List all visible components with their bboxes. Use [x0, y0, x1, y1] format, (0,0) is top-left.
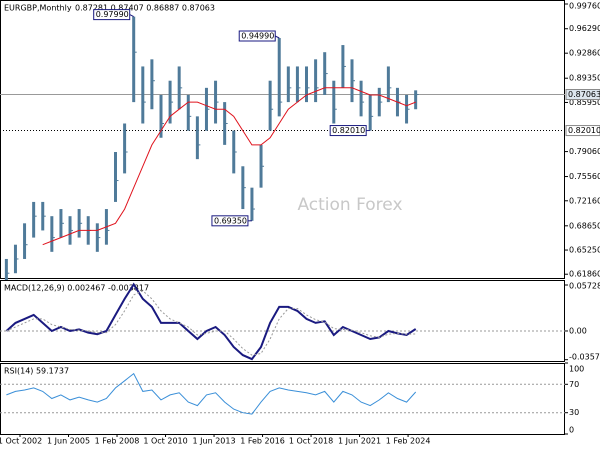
x-tick-label: 1 Oct 2010 [143, 437, 187, 446]
y-tick-label: 0.96290 [569, 24, 600, 33]
x-tick-label: 1 Jun 2005 [47, 437, 90, 446]
y-tick-label: 0.68650 [569, 221, 600, 230]
price-label: 0.87063 [568, 90, 600, 99]
y-tick-label: 0.92860 [569, 49, 600, 58]
y-tick-label: 0.65250 [569, 246, 600, 255]
y-tick-label: 0.05728 [569, 282, 600, 291]
annotation-box [211, 215, 249, 227]
watermark: Action Forex [297, 195, 402, 215]
y-tick-label: 0.72160 [569, 196, 600, 205]
y-tick-label: 0.99760 [569, 2, 600, 11]
annotation-box [238, 30, 276, 42]
y-tick-label: 0.85950 [569, 98, 600, 107]
x-tick-label: 1 Feb 2024 [386, 437, 431, 446]
panel-frame [0, 363, 565, 435]
line [6, 290, 416, 356]
annotation-leader [129, 14, 134, 18]
y-tick-label: 0.79060 [569, 147, 600, 156]
annotation-box [93, 9, 131, 21]
price-label: 0.82010 [568, 126, 600, 135]
x-tick-label: 1 Oct 2018 [289, 437, 333, 446]
quote: 0.87281 0.87407 0.86887 0.87063 [75, 4, 215, 13]
annotation-label: 0.97990 [96, 10, 129, 19]
y-tick-label: 0 [569, 426, 574, 435]
price-label-box [565, 125, 600, 137]
annotation-box [329, 125, 367, 137]
panel-title: MACD(12,26,9) 0.002467 -0.003817 [4, 284, 149, 293]
annotation-label: 0.94990 [241, 32, 274, 41]
panel-frame [0, 280, 565, 362]
x-tick-label: 1 Feb 2016 [240, 437, 285, 446]
annotation-label: 0.69350 [214, 216, 247, 225]
y-tick-label: 0.61860 [569, 270, 600, 279]
line [6, 372, 417, 415]
x-tick-label: 1 Jun 2021 [338, 437, 381, 446]
y-tick-label: 0.89350 [569, 74, 600, 83]
x-tick-label: 1 Jun 2013 [193, 437, 236, 446]
y-tick-label: -0.035783 [569, 353, 600, 362]
annotation-label: 0.82010 [332, 126, 365, 135]
annotation-leader [275, 35, 280, 39]
panel-frame [0, 0, 565, 279]
y-tick-label: 100 [569, 365, 584, 374]
y-tick-label: 0.75560 [569, 172, 600, 181]
panel-title: EURGBP,Monthly [4, 4, 72, 13]
y-tick-label: 0.00 [569, 326, 587, 335]
x-tick-label: 1 Oct 2002 [0, 437, 42, 446]
y-tick-label: 30 [569, 408, 579, 417]
y-tick-label: 70 [569, 380, 579, 389]
x-tick-label: 1 Feb 2008 [95, 437, 140, 446]
price-label-box [565, 89, 600, 101]
panel-title: RSI(14) 59.1737 [4, 367, 69, 376]
moving-average [42, 87, 416, 246]
